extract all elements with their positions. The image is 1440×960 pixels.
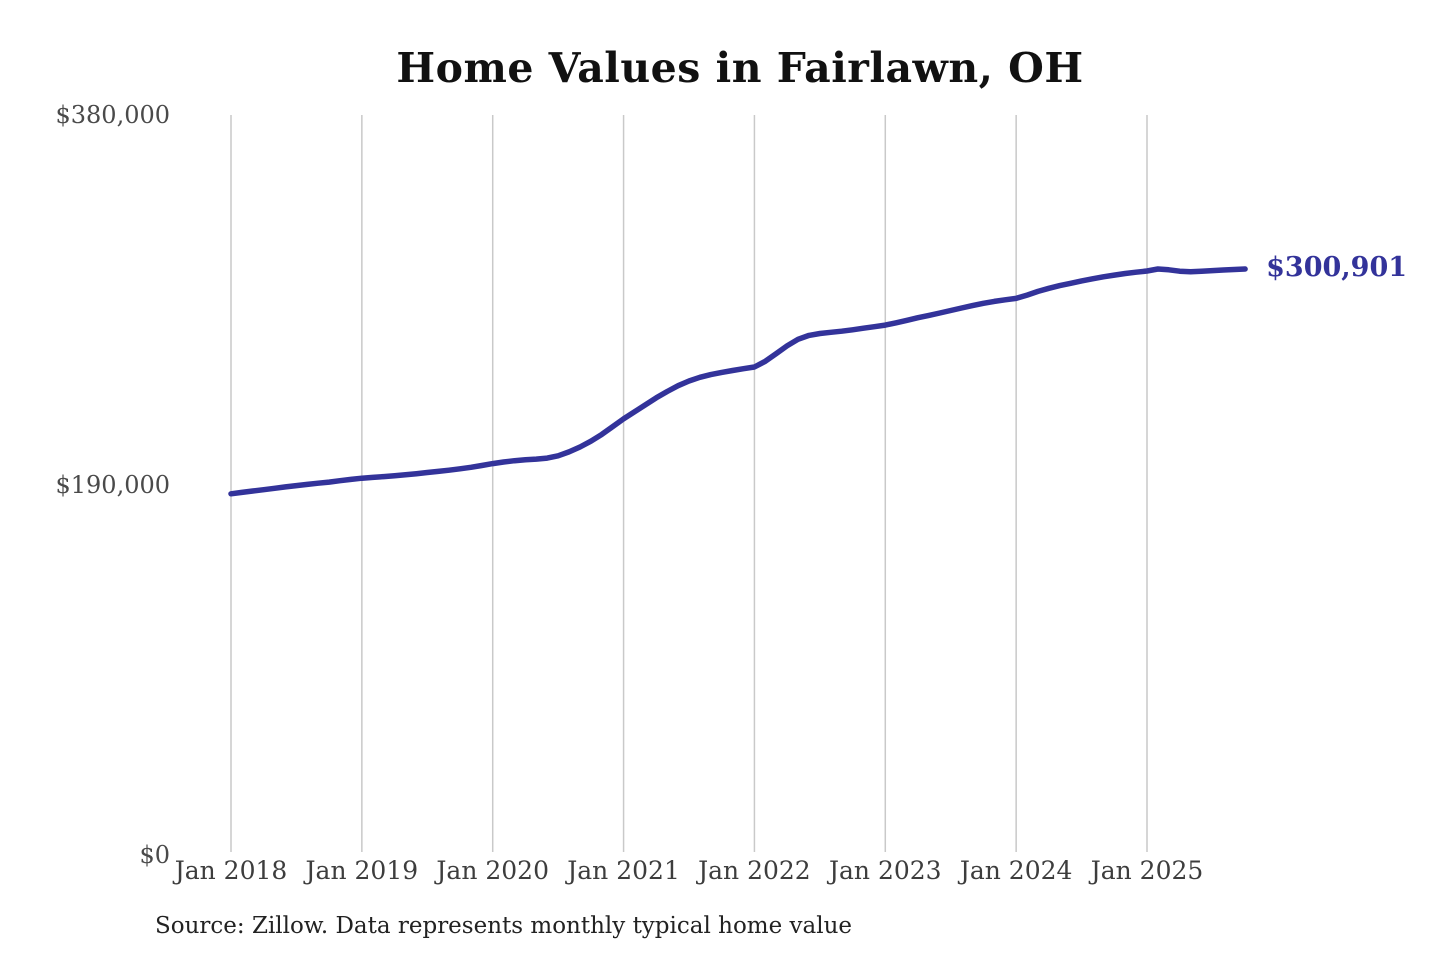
y-axis-tick-label: $380,000	[55, 101, 170, 129]
x-axis-tick-label: Jan 2025	[1090, 856, 1204, 885]
x-axis-tick-label: Jan 2023	[828, 856, 942, 885]
y-axis-tick-label: $190,000	[55, 471, 170, 499]
y-axis-tick-label: $0	[139, 841, 170, 869]
x-axis-tick-label: Jan 2022	[698, 856, 811, 885]
home-value-line-series	[228, 266, 1248, 497]
source-attribution: Source: Zillow. Data represents monthly …	[155, 913, 853, 939]
x-axis-tick-label: Jan 2018	[174, 856, 288, 885]
x-axis-tick-label: Jan 2021	[567, 856, 680, 885]
x-axis-tick-label: Jan 2019	[305, 856, 419, 885]
chart-title: Home Values in Fairlawn, OH	[396, 44, 1084, 92]
last-value-label: $300,901	[1266, 252, 1408, 284]
x-axis-tick-label: Jan 2020	[436, 856, 550, 885]
x-axis-tick-label: Jan 2024	[959, 856, 1073, 885]
